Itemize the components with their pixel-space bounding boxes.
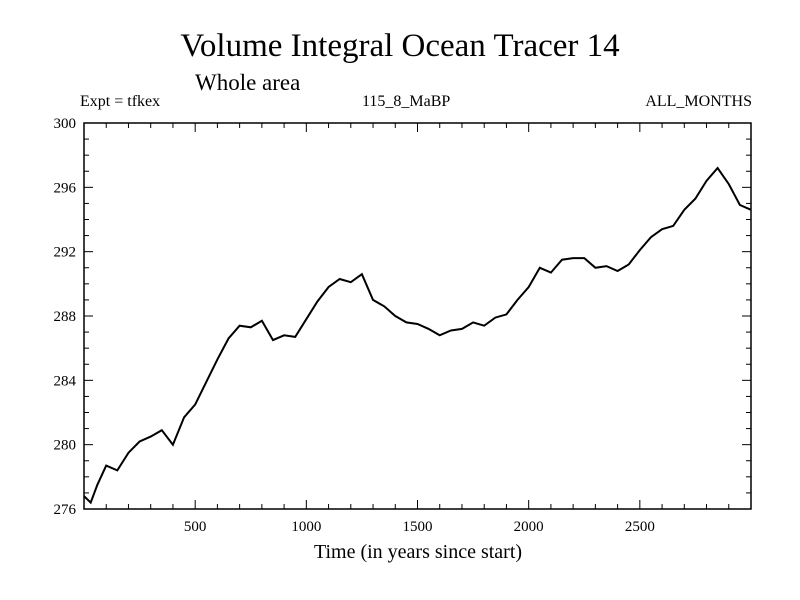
y-tick-label: 280 (54, 438, 77, 454)
series-line (83, 166, 752, 505)
y-tick-label: 276 (54, 502, 77, 518)
run-label: 115_8_MaBP (362, 93, 451, 110)
y-tick-label: 292 (54, 245, 77, 261)
y-tick-label: 296 (54, 180, 77, 196)
x-axis-label: Time (in years since start) (314, 541, 522, 563)
experiment-label: Expt = tfkex (80, 93, 161, 110)
plot-frame (83, 122, 752, 510)
x-tick-label: 1500 (403, 519, 433, 535)
y-tick-label: 300 (54, 116, 77, 132)
y-tick-label: 284 (54, 373, 77, 389)
chart-title: Volume Integral Ocean Tracer 14 (180, 28, 620, 64)
chart-subtitle: Whole area (195, 70, 301, 95)
x-tick-label: 2000 (514, 519, 544, 535)
months-label: ALL_MONTHS (645, 93, 752, 110)
x-tick-label: 2500 (625, 519, 655, 535)
x-tick-label: 1000 (291, 519, 321, 535)
y-tick-label: 288 (54, 309, 77, 325)
x-tick-label: 500 (184, 519, 207, 535)
